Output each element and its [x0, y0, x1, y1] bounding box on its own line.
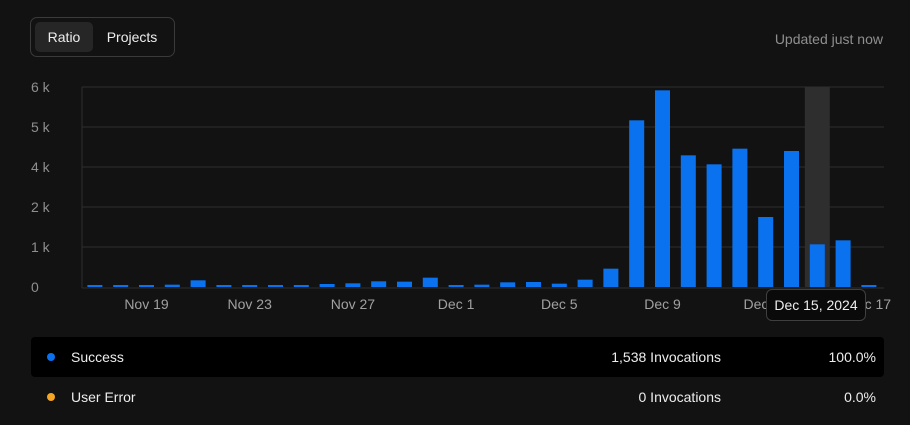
- bar-dec-4[interactable]: [526, 282, 541, 287]
- legend-label: User Error: [71, 389, 136, 405]
- x-tick-label: Nov 27: [331, 296, 376, 312]
- bar-nov-27[interactable]: [345, 283, 361, 287]
- y-tick-label: 5 k: [31, 119, 50, 135]
- bar-nov-24[interactable]: [268, 285, 283, 287]
- y-tick-label: 6 k: [31, 79, 50, 95]
- bar-nov-30[interactable]: [422, 277, 438, 287]
- bar-dec-9[interactable]: [655, 90, 670, 287]
- bar-nov-23[interactable]: [242, 285, 258, 287]
- y-tick-label: 4 k: [31, 159, 50, 175]
- legend-invocations: 1,538 Invocations: [611, 349, 721, 365]
- bar-dec-8[interactable]: [629, 120, 645, 287]
- view-toggle: Ratio Projects: [30, 17, 175, 57]
- legend-invocations: 0 Invocations: [638, 389, 722, 405]
- status-dot-icon: [47, 353, 55, 361]
- x-tick-label: Nov 19: [124, 296, 169, 312]
- bar-nov-22[interactable]: [216, 285, 232, 287]
- bar-dec-11[interactable]: [706, 164, 722, 287]
- bar-nov-26[interactable]: [319, 284, 335, 287]
- bar-dec-17[interactable]: [861, 285, 877, 287]
- legend-percent: 0.0%: [844, 389, 876, 405]
- y-tick-label: 1 k: [31, 239, 50, 255]
- bar-dec-14[interactable]: [784, 151, 799, 287]
- bar-nov-28[interactable]: [371, 281, 387, 287]
- chart-tooltip: Dec 15, 2024: [766, 289, 866, 321]
- bar-nov-25[interactable]: [293, 285, 309, 287]
- x-tick-label: Nov 23: [228, 296, 273, 312]
- legend-percent: 100.0%: [828, 349, 876, 365]
- x-tick-label: Dec 5: [541, 296, 578, 312]
- legend-row-success[interactable]: Success 1,538 Invocations 100.0%: [31, 337, 884, 377]
- bar-nov-20[interactable]: [164, 284, 180, 287]
- bar-dec-2[interactable]: [474, 284, 490, 287]
- tab-ratio[interactable]: Ratio: [35, 22, 93, 52]
- bar-dec-6[interactable]: [577, 279, 593, 287]
- legend-row-user-error[interactable]: User Error 0 Invocations 0.0%: [31, 377, 884, 417]
- bar-nov-21[interactable]: [190, 280, 206, 287]
- y-tick-label: 0: [31, 279, 39, 295]
- x-tick-label: Dec 1: [438, 296, 475, 312]
- status-dot-icon: [47, 393, 55, 401]
- bar-dec-15[interactable]: [809, 244, 825, 287]
- bar-dec-16[interactable]: [835, 240, 851, 287]
- updated-status: Updated just now: [774, 31, 883, 47]
- bar-nov-29[interactable]: [397, 281, 412, 287]
- bar-dec-10[interactable]: [680, 155, 696, 287]
- bar-nov-18[interactable]: [113, 285, 129, 287]
- bar-nov-17[interactable]: [87, 285, 103, 287]
- x-tick-label: Dec 9: [644, 296, 681, 312]
- bar-nov-19[interactable]: [139, 285, 154, 287]
- legend-label: Success: [71, 349, 124, 365]
- bar-dec-7[interactable]: [603, 268, 619, 287]
- bar-dec-5[interactable]: [551, 283, 567, 287]
- bar-dec-12[interactable]: [732, 148, 748, 287]
- tab-projects[interactable]: Projects: [106, 29, 158, 45]
- bar-dec-1[interactable]: [448, 285, 464, 287]
- y-tick-label: 2 k: [31, 199, 50, 215]
- bar-dec-13[interactable]: [758, 217, 774, 287]
- bar-dec-3[interactable]: [500, 282, 516, 287]
